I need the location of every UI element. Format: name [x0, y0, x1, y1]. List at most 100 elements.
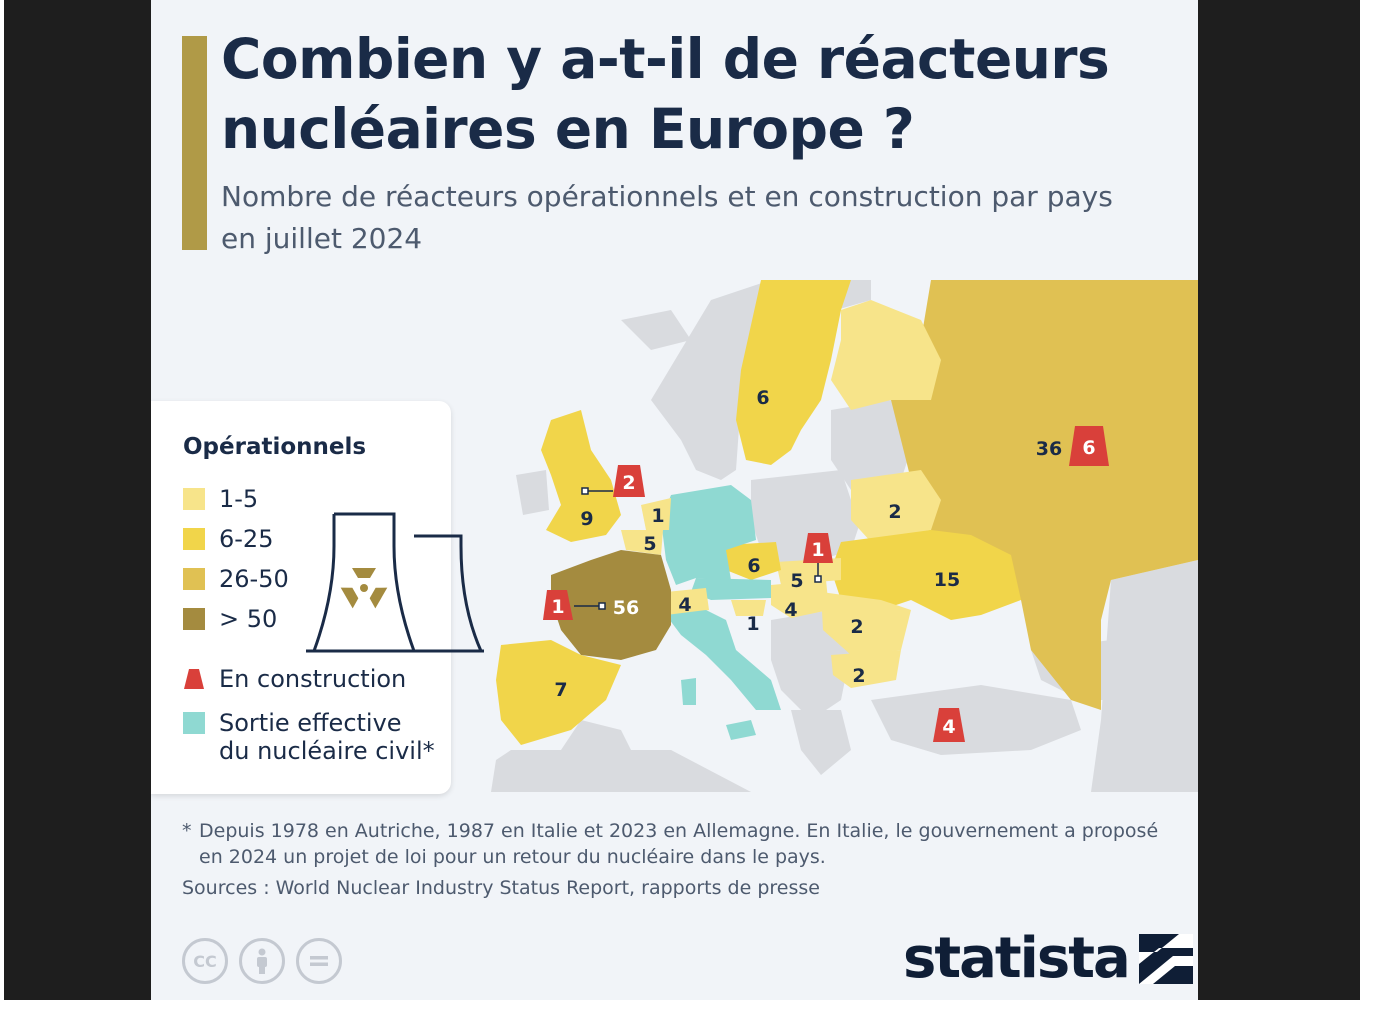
legend-swatch-over-50 — [183, 608, 205, 630]
label-france: 56 — [613, 597, 639, 619]
country-sweden — [736, 280, 851, 465]
brand-name: statista — [903, 926, 1131, 991]
construction-badge-turkey: 4 — [933, 708, 965, 742]
country-germany — [661, 485, 756, 585]
title-accent-bar — [182, 36, 207, 250]
country-slovenia — [731, 600, 766, 616]
land-east-baltic — [831, 400, 911, 490]
country-czechia — [726, 542, 781, 580]
legend-label-exit: Sortie effective du nucléaire civil* — [219, 709, 435, 765]
legend-label-construction: En construction — [219, 665, 407, 693]
legend-label-1-5: 1-5 — [219, 485, 259, 513]
legend-item-6-25: 6-25 — [183, 525, 273, 553]
country-switzerland — [666, 588, 709, 615]
land-balkans — [771, 610, 851, 720]
footnote-star: * — [182, 820, 192, 842]
construction-badge-slovakia: 1 — [803, 533, 833, 563]
label-spain: 7 — [554, 679, 567, 701]
label-bulgaria: 2 — [852, 665, 865, 687]
dark-side-band-right — [1198, 0, 1360, 1000]
country-uk — [541, 410, 621, 542]
label-czechia: 6 — [747, 555, 760, 577]
label-slovenia: 1 — [746, 613, 759, 635]
land-greece — [791, 710, 851, 775]
infographic-subtitle: Nombre de réacteurs opérationnels et en … — [221, 180, 1113, 255]
label-uk: 9 — [580, 508, 593, 530]
country-netherlands — [641, 498, 671, 530]
label-sweden: 6 — [756, 387, 769, 409]
label-netherlands: 1 — [651, 505, 664, 527]
country-italy-sardinia — [681, 678, 696, 705]
legend-item-26-50: 26-50 — [183, 565, 289, 593]
leader-dot-slovakia — [814, 575, 822, 583]
land-iceland-north — [621, 310, 691, 350]
europe-map: 6 36 2 15 9 1 5 6 5 4 4 1 2 2 56 7 — [151, 280, 1198, 792]
label-romania: 2 — [850, 616, 863, 638]
svg-text:1: 1 — [551, 596, 564, 618]
no-derivatives-icon[interactable] — [296, 938, 342, 984]
land-north-africa — [511, 750, 751, 792]
svg-text:2: 2 — [622, 472, 635, 494]
cc-icon[interactable]: CC — [182, 938, 228, 984]
legend-swatch-6-25 — [183, 528, 205, 550]
construction-trapezoid-icon — [184, 669, 204, 689]
land-baltics-poland — [751, 470, 861, 570]
legend-item-construction: En construction — [183, 665, 406, 693]
svg-text:4: 4 — [942, 716, 955, 738]
legend-title: Opérationnels — [183, 434, 367, 460]
construction-badge-france: 1 — [543, 590, 573, 620]
legend-item-over-50: > 50 — [183, 605, 277, 633]
country-austria — [691, 578, 771, 600]
label-belarus: 2 — [888, 501, 901, 523]
country-italy — [666, 610, 781, 710]
legend-swatch-26-50 — [183, 568, 205, 590]
label-belgium: 5 — [643, 533, 656, 555]
dark-side-band-left — [4, 0, 151, 1000]
map-legend: Opérationnels 1-5 6-25 26-50 > 50 — [151, 401, 484, 794]
country-hungary — [771, 580, 829, 618]
label-ukraine: 15 — [934, 569, 960, 591]
legend-label-6-25: 6-25 — [219, 525, 274, 553]
sources: Sources : World Nuclear Industry Status … — [182, 877, 820, 899]
svg-text:6: 6 — [1082, 437, 1095, 459]
country-slovakia — [776, 558, 841, 585]
legend-label-over-50: > 50 — [219, 605, 278, 633]
legend-item-exit: Sortie effective du nucléaire civil* — [183, 709, 439, 765]
legend-swatch-1-5 — [183, 488, 205, 510]
footnote-text: Depuis 1978 en Autriche, 1987 en Italie … — [199, 820, 1159, 868]
land-east-extra — [1091, 560, 1198, 792]
land-scandinavia-norway — [651, 280, 871, 480]
statista-mark-icon — [1138, 933, 1193, 984]
legend-label-26-50: 26-50 — [219, 565, 289, 593]
country-belgium — [621, 530, 663, 555]
country-romania — [821, 592, 911, 655]
infographic-card: Combien y a-t-il de réacteurs nucléaires… — [151, 0, 1198, 1000]
statista-logo[interactable]: statista — [903, 926, 1193, 991]
footnote: * Depuis 1978 en Autriche, 1987 en Itali… — [182, 818, 1172, 870]
legend-item-1-5: 1-5 — [183, 485, 258, 513]
country-italy-sicily — [726, 720, 756, 740]
label-switzerland: 4 — [678, 594, 691, 616]
country-ireland — [516, 470, 549, 515]
country-france — [551, 550, 671, 660]
country-russia — [891, 280, 1198, 710]
country-finland — [831, 300, 941, 410]
label-hungary: 4 — [784, 599, 797, 621]
land-turkey — [871, 685, 1081, 755]
country-belarus — [851, 470, 941, 542]
label-russia: 36 — [1036, 438, 1062, 460]
country-ukraine — [831, 530, 1021, 620]
country-spain — [496, 640, 621, 745]
construction-badge-uk: 2 — [613, 465, 645, 497]
svg-text:1: 1 — [811, 539, 824, 561]
country-bulgaria — [831, 650, 901, 688]
infographic-title: Combien y a-t-il de réacteurs nucléaires… — [221, 27, 1110, 161]
attribution-icon[interactable] — [239, 938, 285, 984]
radiation-cooling-tower-icon — [306, 506, 486, 660]
leader-dot-france — [598, 602, 606, 610]
legend-swatch-exit — [183, 712, 205, 734]
construction-badge-russia: 6 — [1069, 426, 1109, 466]
leader-dot-uk — [581, 487, 589, 495]
license-icons: CC — [182, 938, 342, 984]
